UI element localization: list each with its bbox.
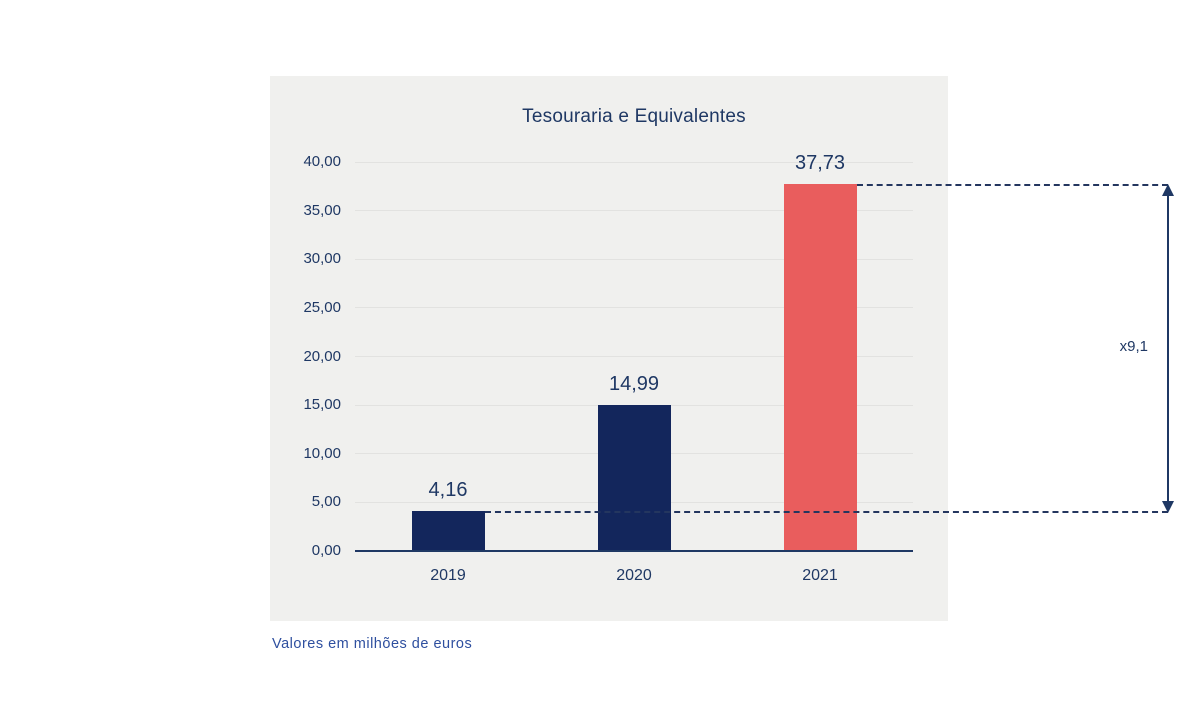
x-axis-line <box>355 550 913 552</box>
bar-value-label: 4,16 <box>428 478 468 501</box>
y-axis-tick-label: 10,00 <box>303 444 341 462</box>
gridline <box>355 404 913 406</box>
gridline <box>355 161 913 163</box>
gridline <box>355 307 913 309</box>
gridline <box>355 210 913 212</box>
y-axis-tick-label: 0,00 <box>311 542 341 559</box>
gridline <box>355 356 913 357</box>
y-axis-tick-label: 15,00 <box>303 396 341 414</box>
y-axis-tick-label: 30,00 <box>303 250 341 268</box>
bar-2019 <box>411 510 485 551</box>
bar-2020 <box>597 405 671 551</box>
y-axis-tick-label: 5,00 <box>311 493 341 511</box>
multiplier-arrow-shaft <box>1167 194 1169 501</box>
arrow-up-icon <box>1162 184 1174 197</box>
bar-2021 <box>783 184 857 551</box>
y-axis-tick-label: 35,00 <box>303 201 341 219</box>
x-axis-category-label: 2019 <box>430 567 466 584</box>
bar-value-label: 14,99 <box>608 373 660 396</box>
x-axis-category-label: 2020 <box>616 567 652 584</box>
chart-title: Tesouraria e Equivalentes <box>522 106 746 127</box>
footer-note: Valores em milhões de euros <box>272 636 473 652</box>
y-axis-tick-label: 20,00 <box>303 347 341 365</box>
bar-value-label: 37,73 <box>794 152 846 175</box>
arrow-down-icon <box>1162 500 1174 513</box>
gridline <box>355 258 913 260</box>
y-axis-tick-label: 25,00 <box>303 298 341 316</box>
y-axis-tick-label: 40,00 <box>303 153 341 170</box>
x-axis-category-label: 2021 <box>802 567 838 584</box>
multiplier-label: x9,1 <box>1119 338 1148 356</box>
dashed-line-top <box>856 184 1168 187</box>
dashed-line-bottom <box>484 510 1168 513</box>
